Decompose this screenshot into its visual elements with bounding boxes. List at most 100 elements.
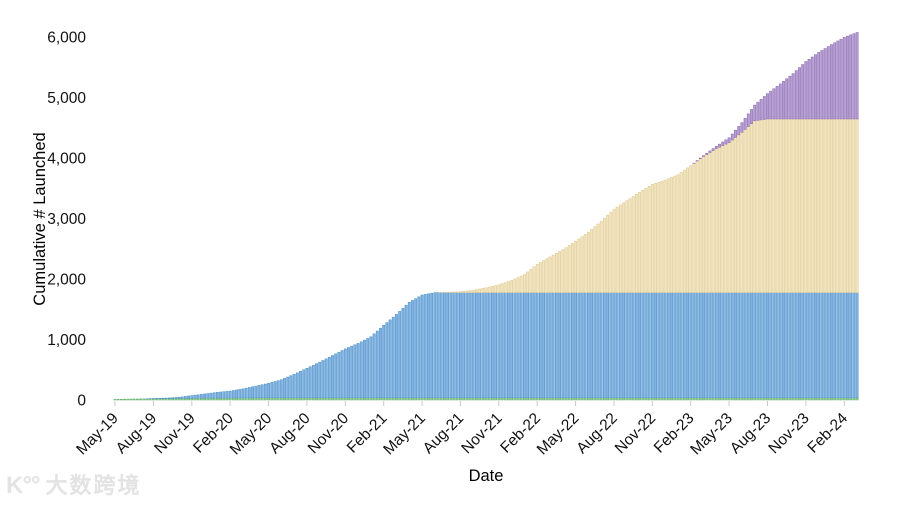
bar-segment-green xyxy=(430,397,434,401)
bar-segment-blue xyxy=(292,374,296,399)
bar-segment-blue xyxy=(289,375,293,399)
bar-segment-purple xyxy=(839,38,843,120)
bar-segment-green xyxy=(644,397,648,401)
bar-segment-tan xyxy=(647,186,651,293)
bar-segment-blue xyxy=(650,292,654,399)
bar-segment-green xyxy=(660,397,664,401)
bar-segment-green xyxy=(459,397,462,401)
bar-segment-blue xyxy=(497,292,501,399)
bar-segment-green xyxy=(727,397,731,401)
x-tick-label: Aug-19 xyxy=(113,410,160,457)
bar-segment-green xyxy=(468,397,472,401)
bar-segment-blue xyxy=(628,292,632,399)
bar-segment-green xyxy=(564,397,568,401)
bar-segment-green xyxy=(810,397,814,401)
bar-segment-blue xyxy=(689,292,693,399)
bar-segment-purple xyxy=(714,145,718,149)
bar-segment-blue xyxy=(308,366,312,399)
bar-segment-tan xyxy=(526,271,530,293)
bar-segment-blue xyxy=(778,292,782,399)
bar-segment-purple xyxy=(718,143,721,148)
bar-segment-tan xyxy=(500,283,504,293)
bar-segment-blue xyxy=(682,292,686,399)
bar-segment-green xyxy=(833,397,837,401)
bar-segment-tan xyxy=(788,118,792,293)
bar-segment-tan xyxy=(487,286,491,293)
bar-segment-green xyxy=(743,397,747,401)
bar-segment-blue xyxy=(526,292,530,399)
bar-segment-green xyxy=(391,397,395,401)
bar-segment-green xyxy=(135,398,139,401)
bar-segment-green xyxy=(804,397,808,401)
bar-segment-tan xyxy=(618,204,622,293)
bar-segment-tan xyxy=(507,281,510,293)
bar-segment-blue xyxy=(513,292,517,399)
bar-segment-blue xyxy=(183,396,187,399)
bar-segment-purple xyxy=(823,48,827,120)
bar-segment-blue xyxy=(423,294,427,399)
bar-segment-green xyxy=(705,397,709,401)
bar-segment-blue xyxy=(564,292,568,399)
bar-segment-tan xyxy=(855,118,859,293)
bar-segment-blue xyxy=(580,292,584,399)
bar-segment-blue xyxy=(273,381,277,399)
bar-segment-blue xyxy=(708,292,712,399)
bar-segment-green xyxy=(631,397,635,401)
bar-segment-blue xyxy=(177,397,181,399)
bar-segment-tan xyxy=(724,143,728,293)
bar-segment-green xyxy=(519,397,523,401)
bar-segment-green xyxy=(206,397,210,401)
bar-segment-blue xyxy=(459,292,462,399)
bar-segment-green xyxy=(369,397,373,401)
bar-segment-purple xyxy=(810,56,814,120)
bar-segment-blue xyxy=(385,322,389,399)
bar-segment-blue xyxy=(756,292,760,399)
bar-segment-green xyxy=(241,397,245,401)
x-tick-label: May-23 xyxy=(687,410,736,459)
x-tick-label: Aug-21 xyxy=(420,410,467,457)
bar-segment-green xyxy=(340,397,344,401)
bar-segment-green xyxy=(385,397,389,401)
bar-segment-green xyxy=(401,397,405,401)
bar-segment-blue xyxy=(468,292,472,399)
bar-segment-purple xyxy=(785,78,789,120)
bar-segment-green xyxy=(238,397,242,401)
bar-segment-green xyxy=(225,397,229,401)
bar-segment-blue xyxy=(654,292,657,399)
y-tick-label: 5,000 xyxy=(47,90,86,107)
bar-segment-blue xyxy=(660,292,664,399)
bar-segment-green xyxy=(257,397,261,401)
bar-segment-blue xyxy=(321,360,325,399)
bar-segment-green xyxy=(353,397,357,401)
bar-segment-tan xyxy=(839,118,843,293)
bar-segment-green xyxy=(798,397,801,401)
bar-segment-blue xyxy=(436,292,440,399)
bar-segment-tan xyxy=(622,202,625,293)
bar-segment-tan xyxy=(727,142,731,293)
bar-segment-green xyxy=(247,397,251,401)
bar-segment-green xyxy=(650,397,654,401)
bar-segment-tan xyxy=(759,119,763,293)
bar-segment-tan xyxy=(567,245,571,293)
bar-segment-tan xyxy=(564,247,568,293)
bar-segment-tan xyxy=(762,119,766,293)
bar-segment-blue xyxy=(267,383,270,399)
bar-segment-blue xyxy=(842,292,846,399)
bar-segment-green xyxy=(750,397,753,401)
bar-segment-tan xyxy=(833,118,837,293)
bar-segment-blue xyxy=(606,292,609,399)
bar-segment-green xyxy=(196,398,200,401)
bar-segment-blue xyxy=(231,390,235,399)
bar-segment-blue xyxy=(804,292,808,399)
bar-segment-green xyxy=(622,397,625,401)
bar-segment-blue xyxy=(356,343,360,399)
bar-segment-tan xyxy=(753,120,757,293)
bar-segment-tan xyxy=(698,158,702,293)
bar-segment-blue xyxy=(446,292,450,399)
bar-segment-green xyxy=(692,397,696,401)
bar-segment-purple xyxy=(842,37,846,120)
bar-segment-green xyxy=(577,397,581,401)
bar-segment-tan xyxy=(695,160,699,293)
bar-segment-green xyxy=(606,397,609,401)
bar-segment-green xyxy=(714,397,718,401)
